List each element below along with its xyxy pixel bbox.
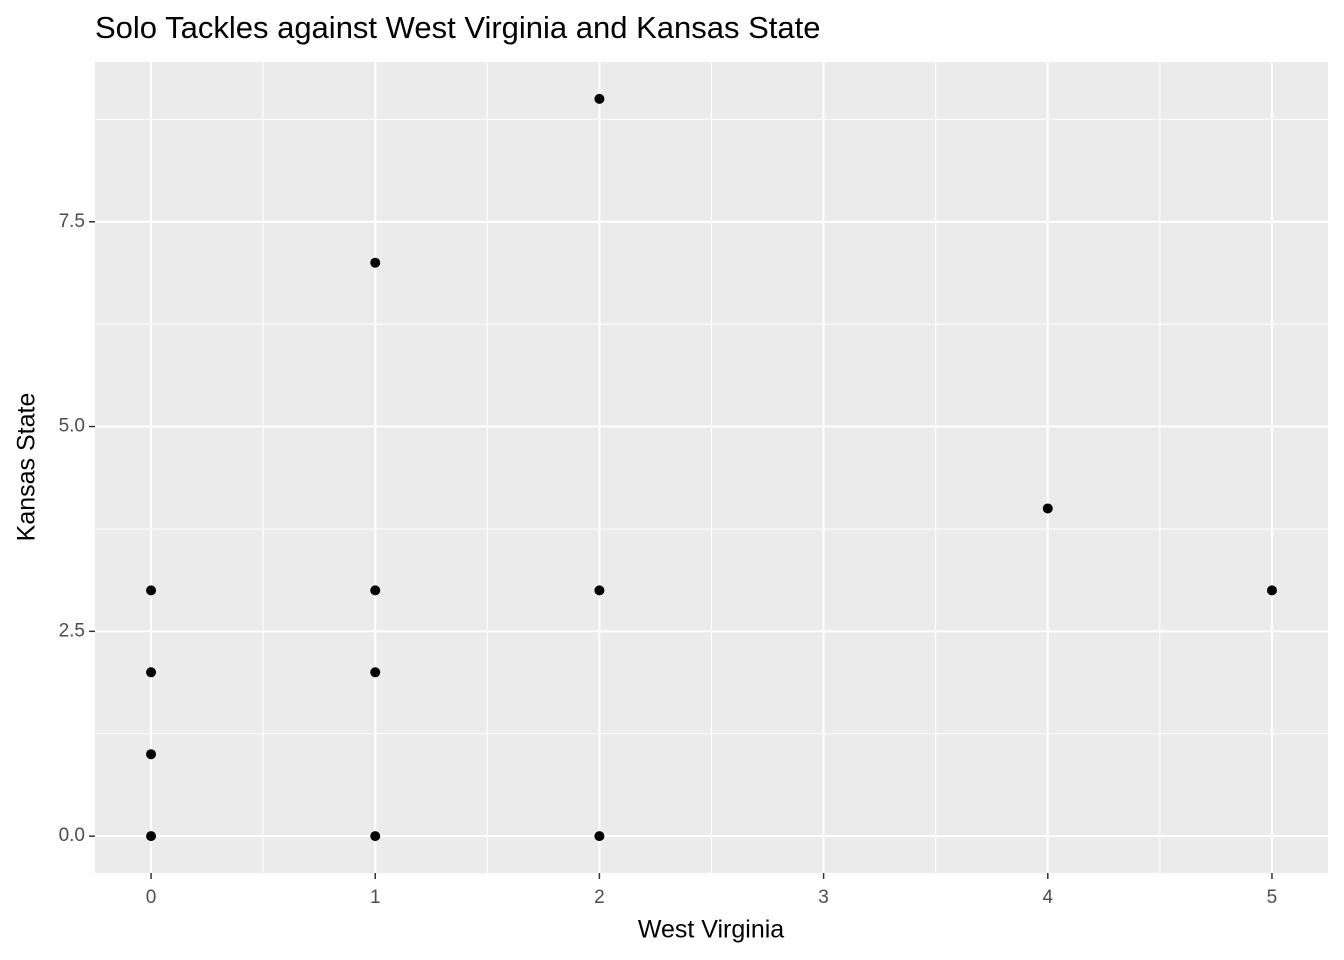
- y-tick-label: 5.0: [59, 416, 85, 437]
- point: [146, 585, 157, 596]
- x-tick-label: 1: [370, 887, 381, 908]
- y-axis-title: Kansas State: [13, 393, 41, 542]
- point: [370, 257, 381, 268]
- y-tick-label: 7.5: [59, 211, 85, 232]
- point: [594, 831, 605, 842]
- point: [370, 667, 381, 678]
- chart-title: Solo Tackles against West Virginia and K…: [95, 10, 821, 45]
- point: [1266, 585, 1277, 596]
- point: [146, 749, 157, 760]
- y-tick-label: 0.0: [59, 825, 85, 846]
- point: [594, 93, 605, 104]
- point: [146, 667, 157, 678]
- point: [370, 585, 381, 596]
- x-tick-label: 3: [818, 887, 829, 908]
- x-axis-title: West Virginia: [638, 916, 784, 944]
- x-tick-label: 2: [594, 887, 605, 908]
- x-tick-label: 5: [1267, 887, 1278, 908]
- y-tick-label: 2.5: [59, 620, 85, 641]
- x-tick-label: 4: [1042, 887, 1053, 908]
- point: [1042, 503, 1053, 514]
- point: [146, 831, 157, 842]
- x-tick-label: 0: [146, 887, 157, 908]
- point: [594, 585, 605, 596]
- point: [370, 831, 381, 842]
